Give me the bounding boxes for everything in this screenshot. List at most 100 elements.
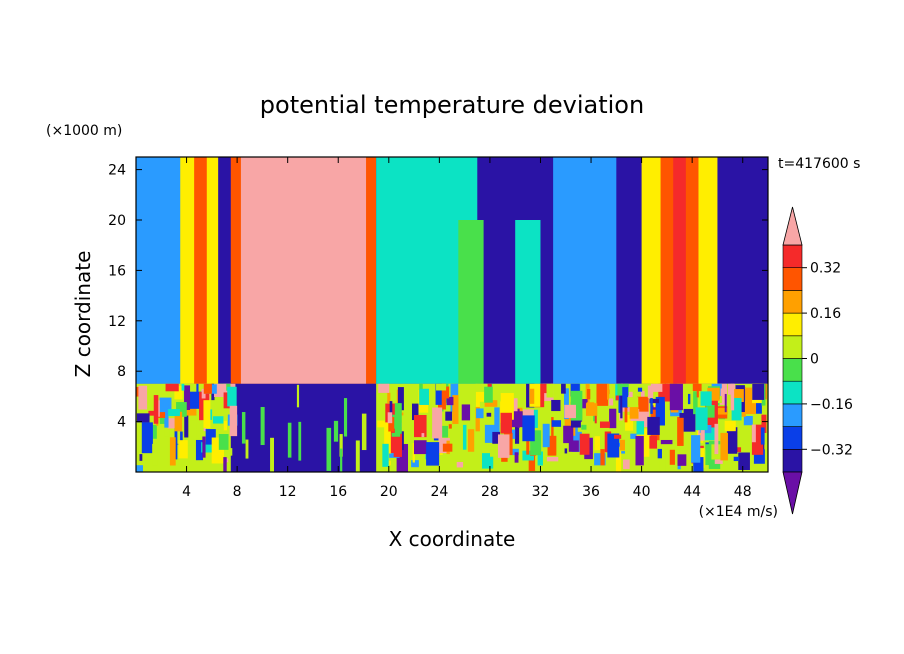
contour-region bbox=[529, 388, 535, 404]
contour-region bbox=[492, 431, 501, 444]
contour-region bbox=[382, 443, 389, 467]
x-axis: 4 8 12 16 20 24 28 32 36 40 44 48 bbox=[182, 157, 752, 500]
contour-region bbox=[539, 383, 551, 394]
contour-region bbox=[551, 417, 554, 437]
contour-region bbox=[637, 396, 649, 412]
contour-region bbox=[695, 407, 708, 431]
contour-region bbox=[165, 383, 179, 392]
contour-region bbox=[693, 457, 704, 472]
contour-region bbox=[456, 461, 464, 468]
x-axis-unit: (×1E4 m/s) bbox=[699, 504, 778, 520]
contour-region bbox=[178, 440, 188, 459]
x-tick-label: 4 bbox=[182, 484, 191, 500]
contour-region bbox=[223, 457, 227, 472]
x-tick-label: 20 bbox=[380, 484, 398, 500]
contour-region bbox=[515, 220, 541, 384]
contour-region bbox=[401, 396, 412, 413]
contour-region bbox=[607, 433, 620, 458]
contour-region bbox=[724, 393, 727, 413]
contour-region bbox=[467, 429, 475, 452]
contour-region bbox=[413, 440, 427, 455]
contour-region bbox=[622, 387, 629, 408]
contour-region bbox=[620, 439, 625, 451]
contour-region bbox=[201, 442, 214, 453]
contour-region bbox=[647, 416, 660, 435]
colorbar-band bbox=[782, 448, 803, 473]
contour-region bbox=[397, 387, 404, 411]
contour-region bbox=[214, 383, 227, 398]
contour-region bbox=[615, 384, 619, 401]
contour-region bbox=[752, 383, 765, 400]
contour-region bbox=[687, 393, 691, 405]
contour-region bbox=[705, 444, 711, 466]
contour-region bbox=[547, 435, 557, 456]
contour-region bbox=[500, 412, 512, 434]
colorbar-tick-label: 0.16 bbox=[810, 306, 841, 322]
contour-region bbox=[679, 412, 693, 418]
y-tick-label: 8 bbox=[117, 364, 126, 380]
chart-title: potential temperature deviation bbox=[260, 91, 644, 119]
contour-region bbox=[241, 412, 246, 444]
contour-region bbox=[141, 422, 153, 454]
contour-region bbox=[751, 424, 764, 455]
contour-region bbox=[361, 413, 367, 451]
contour-region bbox=[388, 417, 395, 432]
contour-region bbox=[590, 423, 600, 439]
colorbar-band bbox=[782, 358, 803, 382]
contour-region bbox=[608, 398, 614, 406]
contour-region bbox=[476, 408, 484, 419]
contour-region bbox=[462, 424, 467, 450]
contour-region bbox=[609, 408, 617, 429]
contour-region bbox=[396, 443, 409, 472]
contour-region bbox=[658, 383, 668, 400]
contour-region bbox=[260, 406, 265, 446]
x-tick-label: 48 bbox=[734, 484, 752, 500]
contour-region bbox=[494, 407, 500, 434]
x-tick-label: 8 bbox=[233, 484, 242, 500]
contour-region bbox=[720, 432, 728, 461]
contour-region bbox=[653, 400, 656, 408]
contour-region bbox=[340, 448, 343, 472]
contour-region bbox=[174, 428, 178, 460]
contour-region bbox=[438, 386, 450, 399]
contour-region bbox=[296, 384, 300, 408]
contour-region bbox=[475, 383, 488, 400]
contour-region bbox=[181, 383, 185, 391]
x-tick-label: 28 bbox=[481, 484, 499, 500]
contour-region bbox=[355, 440, 360, 472]
x-tick-label: 32 bbox=[532, 484, 550, 500]
contour-region bbox=[484, 400, 498, 407]
contour-region bbox=[659, 447, 666, 472]
colorbar-tick-label: −0.16 bbox=[810, 397, 853, 413]
contour-region bbox=[582, 408, 591, 430]
contour-region bbox=[546, 383, 554, 398]
contour-region bbox=[203, 400, 211, 429]
contour-region bbox=[426, 428, 435, 433]
contour-region bbox=[270, 437, 274, 472]
contour-region bbox=[412, 443, 415, 463]
contour-region bbox=[136, 465, 143, 472]
contour-region bbox=[751, 424, 756, 443]
contour-region bbox=[625, 414, 634, 431]
contour-region bbox=[446, 396, 454, 406]
contour-region bbox=[614, 434, 622, 439]
contour-region bbox=[594, 415, 597, 424]
contour-region bbox=[452, 395, 459, 424]
contour-region bbox=[564, 404, 576, 419]
contour-region bbox=[594, 436, 601, 451]
contour-region bbox=[483, 412, 492, 417]
contour-region bbox=[677, 454, 687, 466]
contour-region bbox=[421, 433, 425, 438]
contour-region bbox=[174, 411, 183, 432]
contour-region bbox=[432, 407, 443, 439]
contour-region bbox=[738, 452, 750, 471]
contour-region bbox=[760, 427, 765, 445]
contour-region bbox=[636, 421, 645, 435]
contour-region bbox=[660, 439, 673, 445]
contour-region bbox=[511, 429, 516, 439]
colorbar-band bbox=[782, 244, 803, 269]
colorbar: 0.32 0.16 0 −0.16 −0.32 bbox=[782, 206, 853, 515]
y-axis-label: Z coordinate bbox=[71, 251, 95, 378]
x-tick-label: 16 bbox=[329, 484, 347, 500]
